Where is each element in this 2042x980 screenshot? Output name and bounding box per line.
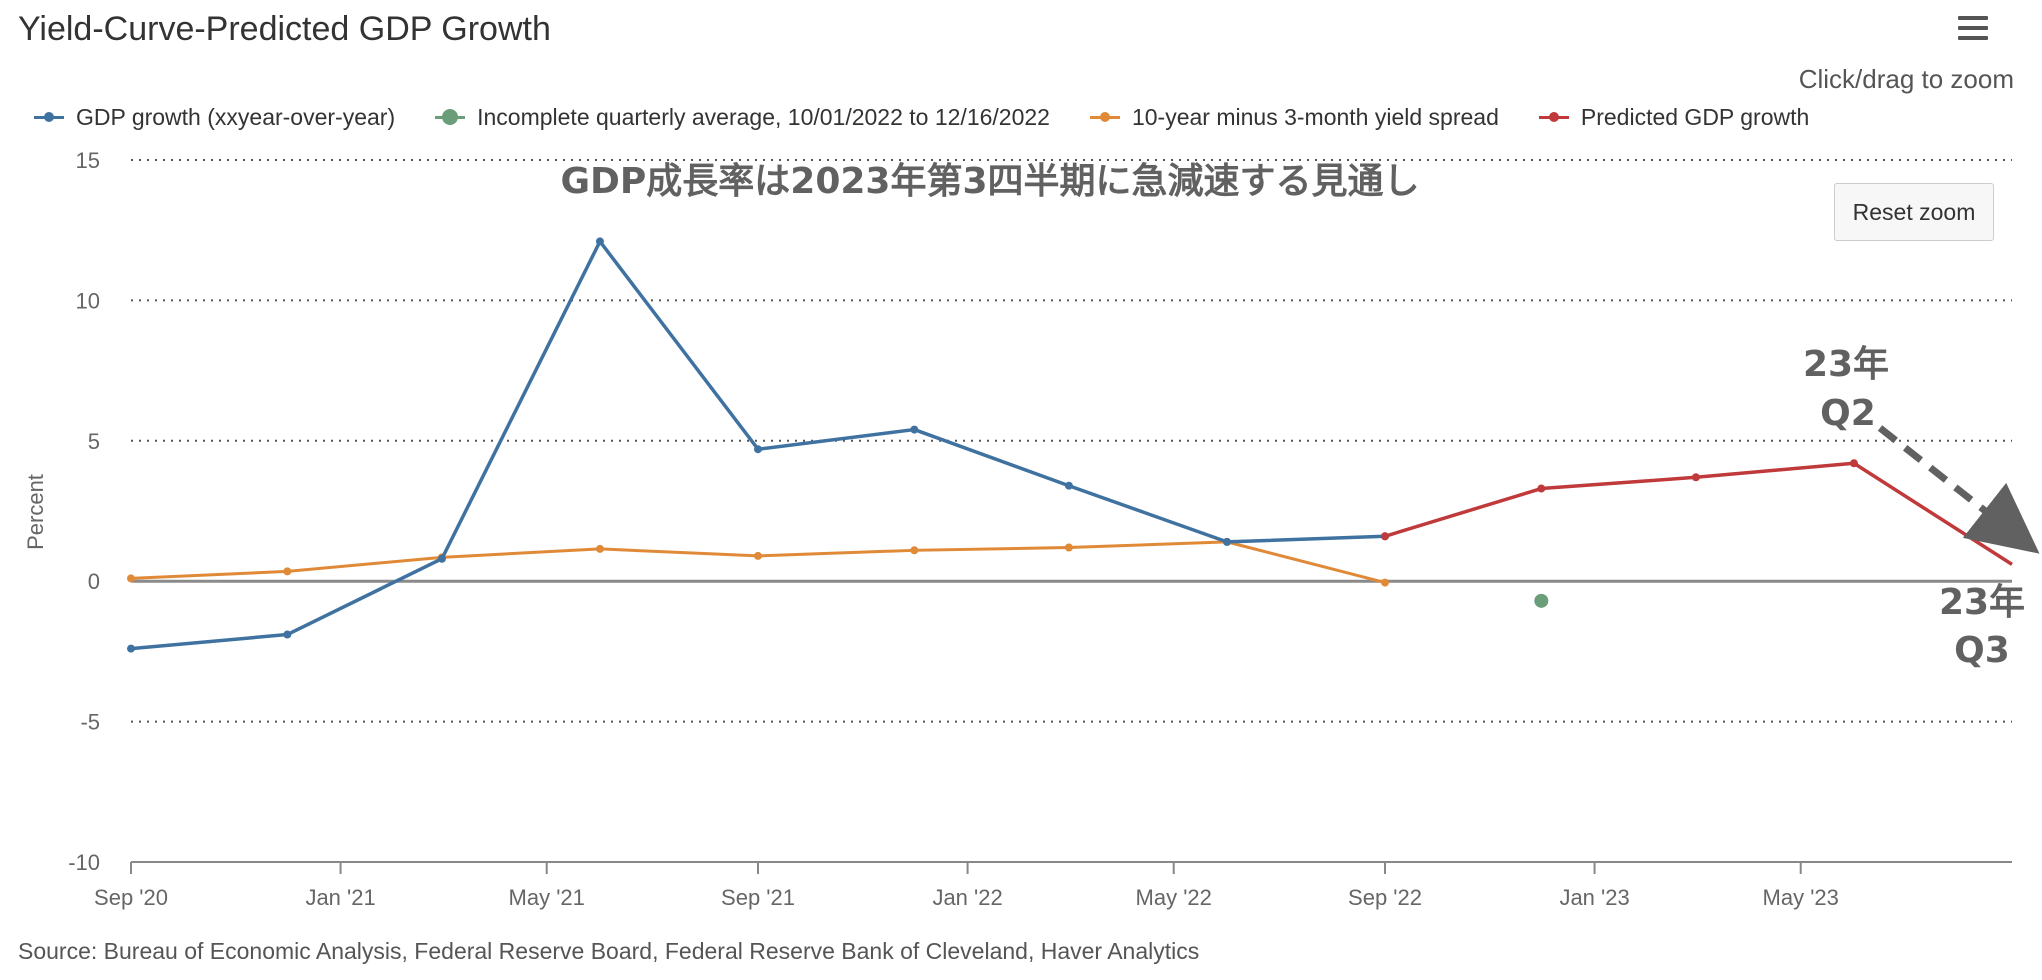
- chart-title: Yield-Curve-Predicted GDP Growth: [18, 10, 551, 48]
- legend-label-incomplete: Incomplete quarterly average, 10/01/2022…: [477, 103, 1050, 130]
- y-tick-label: 0: [88, 569, 100, 594]
- data-point[interactable]: [595, 237, 604, 246]
- x-axis: -10 -5 0 5 10 15 Sep '20 Jan '21 May '21 Sep '21 J…: [68, 148, 2012, 910]
- annotation-q2-line2: Q2: [1820, 393, 1876, 434]
- data-point[interactable]: [1691, 473, 1700, 482]
- data-point[interactable]: [595, 544, 604, 553]
- grid-lines: [131, 159, 2012, 723]
- legend-swatch-gdp: [34, 109, 64, 125]
- source-note: Source: Bureau of Economic Analysis, Fed…: [18, 938, 1200, 964]
- legend-label-predicted: Predicted GDP growth: [1580, 103, 1810, 130]
- x-tick-label: Jan '23: [1559, 885, 1629, 910]
- x-tick-label: May '21: [509, 885, 585, 910]
- legend-label-gdp: GDP growth (xxyear-over-year): [76, 103, 396, 130]
- data-point[interactable]: [754, 551, 762, 560]
- annotation-q2-line1: 23年: [1803, 344, 1889, 385]
- hamburger-menu-icon[interactable]: [1950, 10, 1996, 50]
- x-tick-label: Jan '22: [932, 885, 1002, 910]
- data-point[interactable]: [1381, 578, 1389, 587]
- x-tick-label: Sep '20: [94, 885, 168, 910]
- x-tick-label: May '22: [1136, 885, 1212, 910]
- data-point[interactable]: [910, 425, 919, 434]
- annotation-q3-line1: 23年: [1939, 582, 2025, 623]
- data-point[interactable]: [1064, 481, 1073, 490]
- data-point[interactable]: [283, 630, 292, 639]
- y-axis-title: Percent: [23, 474, 48, 550]
- legend-item-spread[interactable]: 10-year minus 3-month yield spread: [1089, 103, 1499, 131]
- plot-series: [127, 237, 2013, 653]
- x-tick-label: Sep '21: [721, 885, 795, 910]
- data-point[interactable]: [1222, 537, 1231, 546]
- data-point[interactable]: [127, 574, 135, 583]
- y-tick-label: 15: [76, 148, 100, 173]
- legend-item-predicted[interactable]: Predicted GDP growth: [1538, 103, 1810, 131]
- legend-swatch-spread: [1089, 109, 1120, 125]
- y-tick-label: 5: [88, 429, 100, 454]
- annotations: GDP成長率は2023年第3四半期に急減速する見通し 23年 Q2 23年 Q3: [560, 161, 2040, 671]
- legend-label-spread: 10-year minus 3-month yield spread: [1131, 103, 1499, 130]
- y-tick-label: -10: [68, 850, 100, 875]
- x-tick-label: May '23: [1763, 885, 1839, 910]
- annotation-q3-line2: Q3: [1954, 630, 2010, 671]
- legend-swatch-predicted: [1538, 109, 1569, 125]
- data-point[interactable]: [127, 644, 135, 653]
- x-tick-label: Sep '22: [1348, 885, 1422, 910]
- data-point[interactable]: [1381, 532, 1389, 541]
- reset-zoom-button[interactable]: Reset zoom: [1834, 183, 1994, 241]
- data-point[interactable]: [754, 445, 762, 454]
- data-point[interactable]: [1534, 593, 1549, 608]
- series-line-2: [130, 540, 1386, 585]
- y-tick-label: 10: [76, 288, 100, 313]
- chart-legend: GDP growth (xxyear-over-year) Incomplete…: [34, 100, 1849, 134]
- data-point[interactable]: [1849, 459, 1858, 468]
- data-point[interactable]: [283, 567, 292, 576]
- legend-item-incomplete[interactable]: Incomplete quarterly average, 10/01/2022…: [435, 104, 1050, 131]
- data-point[interactable]: [1537, 484, 1546, 493]
- x-tick-label: Jan '21: [305, 885, 375, 910]
- legend-swatch-incomplete: [435, 109, 466, 125]
- legend-item-gdp[interactable]: GDP growth (xxyear-over-year): [34, 104, 395, 131]
- series-line-0: [130, 239, 1386, 651]
- y-tick-label: -5: [80, 710, 100, 735]
- data-point[interactable]: [1064, 543, 1073, 552]
- annotation-headline: GDP成長率は2023年第3四半期に急減速する見通し: [560, 161, 1419, 202]
- annotation-arrow: [1877, 425, 2040, 554]
- data-point[interactable]: [910, 546, 919, 555]
- data-point[interactable]: [437, 554, 446, 563]
- zoom-hint: Click/drag to zoom: [1798, 64, 2014, 94]
